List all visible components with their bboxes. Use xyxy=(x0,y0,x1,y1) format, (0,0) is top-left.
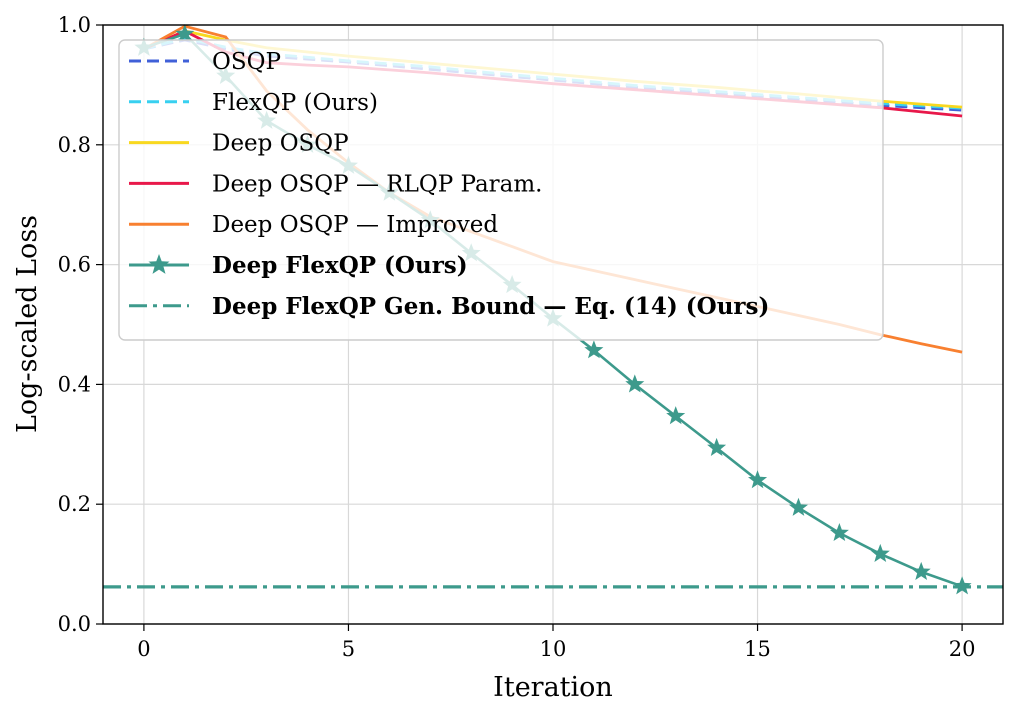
x-tick-label: 15 xyxy=(744,637,771,661)
x-tick-label: 5 xyxy=(342,637,355,661)
data-point-star xyxy=(625,374,645,393)
legend-label: Deep OSQP xyxy=(212,131,349,157)
x-axis-label: Iteration xyxy=(493,672,613,703)
y-axis-label: Log-scaled Loss xyxy=(12,215,43,433)
x-tick-label: 20 xyxy=(949,637,976,661)
data-point-star xyxy=(175,24,195,43)
y-tick-label: 1.0 xyxy=(58,13,91,37)
legend-box xyxy=(118,39,884,341)
data-point-star xyxy=(911,561,931,580)
data-point-star xyxy=(666,406,686,425)
data-point-star xyxy=(748,470,768,489)
y-tick-label: 0.8 xyxy=(58,133,91,157)
legend-label: OSQP xyxy=(212,49,281,75)
y-tick-label: 0.6 xyxy=(58,253,91,277)
data-point-star xyxy=(870,543,890,562)
data-point-star xyxy=(829,523,849,541)
data-point-star xyxy=(584,340,604,359)
legend-label: Deep FlexQP Gen. Bound — Eq. (14) (Ours) xyxy=(212,293,769,320)
y-tick-label: 0.4 xyxy=(58,372,91,396)
y-tick-label: 0.2 xyxy=(58,492,91,516)
axis-ticks: 0 5 10 15 20 0.0 0.2 0.4 0.6 0.8 1.0 xyxy=(58,13,976,661)
legend-label: FlexQP (Ours) xyxy=(212,90,378,116)
data-point-star xyxy=(707,437,727,456)
x-tick-label: 10 xyxy=(540,637,567,661)
legend: OSQP FlexQP (Ours) Deep OSQP Deep OSQP — RL… xyxy=(118,39,884,341)
legend-label: Deep OSQP — RLQP Param. xyxy=(212,171,542,197)
y-tick-label: 0.0 xyxy=(58,612,91,636)
data-point-star xyxy=(788,497,808,516)
legend-label: Deep OSQP — Improved xyxy=(212,212,498,238)
x-tick-label: 0 xyxy=(137,637,150,661)
legend-star-marker xyxy=(148,254,170,274)
legend-label: Deep FlexQP (Ours) xyxy=(212,252,468,279)
